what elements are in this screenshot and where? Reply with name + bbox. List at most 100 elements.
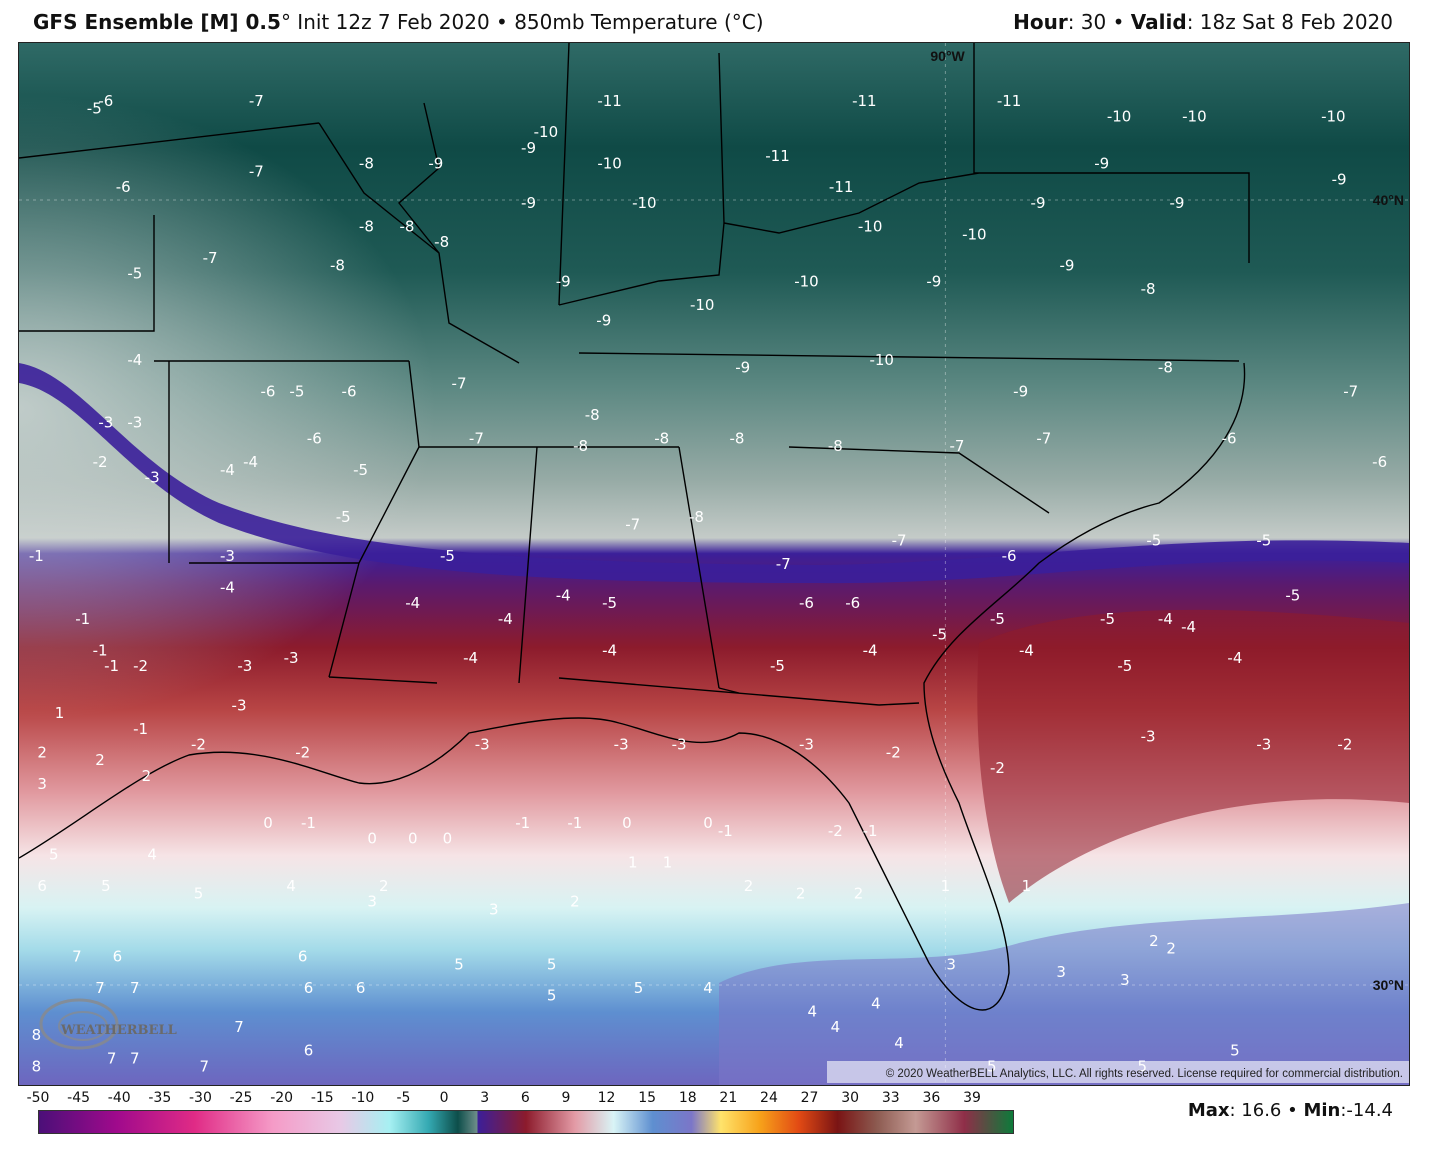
temperature-value: 2 [744, 877, 754, 895]
temperature-value: -9 [1031, 194, 1046, 212]
colorbar-tick-label: 21 [719, 1090, 738, 1106]
temperature-value: -5 [1117, 657, 1132, 675]
temperature-value: 5 [547, 955, 557, 973]
temperature-value: -1 [133, 720, 148, 738]
colorbar-tick-label: 18 [678, 1090, 697, 1106]
colorbar-tick-label: 12 [597, 1090, 616, 1106]
temperature-value: -5 [87, 100, 102, 118]
temperature-value: -8 [1141, 280, 1156, 298]
temperature-value: 2 [796, 885, 806, 903]
logo-swirl [39, 998, 119, 1050]
temperature-value: -7 [469, 429, 484, 447]
colorbar-tick-label: 24 [760, 1090, 778, 1106]
colorbar-tick-label: -25 [229, 1090, 253, 1106]
temperature-value: 0 [622, 814, 632, 832]
degree-symbol: ° [280, 10, 291, 34]
temperature-value: 3 [37, 775, 47, 793]
temperature-value: -8 [330, 257, 345, 275]
temperature-value: -9 [596, 312, 611, 330]
logo-text: WEATHERBELL [60, 1023, 177, 1038]
colorbar-tick-label: -20 [270, 1090, 294, 1106]
temperature-value: 0 [367, 830, 377, 848]
temperature-value: -2 [93, 453, 108, 471]
temperature-value: 5 [194, 885, 204, 903]
temperature-value: -5 [1146, 531, 1161, 549]
temperature-value: -4 [556, 586, 571, 604]
temperature-value: 4 [871, 995, 881, 1013]
temperature-value: -3 [237, 657, 252, 675]
temperature-value: -7 [892, 531, 907, 549]
colorbar-tick-label: -50 [26, 1090, 50, 1106]
colorbar-tick-label: 3 [480, 1090, 490, 1106]
temperature-value: -8 [654, 429, 669, 447]
temperature-value: -11 [829, 178, 854, 196]
max-min-stats: Max: 16.6 • Min:-14.4 [1188, 1100, 1393, 1121]
colorbar-tick-label: 33 [881, 1090, 900, 1106]
temperature-value: -3 [284, 649, 299, 667]
temperature-value: 5 [547, 987, 557, 1005]
temperature-value: 0 [703, 814, 713, 832]
colorbar-tick-label: -15 [310, 1090, 334, 1106]
temperature-value: 2 [37, 743, 47, 761]
temperature-value: -1 [515, 814, 530, 832]
min-label: Min [1303, 1100, 1341, 1121]
temperature-value: -5 [990, 610, 1005, 628]
temperature-value: -1 [75, 610, 90, 628]
temperature-value: 7 [130, 1050, 140, 1068]
valid-value: : 18z Sat 8 Feb 2020 [1186, 10, 1393, 34]
valid-label: Valid [1130, 10, 1187, 34]
temperature-value: -10 [858, 217, 883, 235]
temperature-value: -3 [98, 414, 113, 432]
temperature-value: -2 [133, 657, 148, 675]
temperature-value: -3 [614, 736, 629, 754]
temperature-value: -1 [29, 547, 44, 565]
temperature-value: 5 [634, 979, 644, 997]
temperature-value: -5 [336, 508, 351, 526]
map-header: GFS Ensemble [M] 0.5° Init 12z 7 Feb 202… [0, 0, 1440, 42]
temperature-value: -3 [145, 469, 160, 487]
colorbar-tick-label: 15 [638, 1090, 657, 1106]
temperature-value: 2 [1149, 932, 1159, 950]
temperature-value: -5 [353, 461, 368, 479]
temperature-value: 3 [367, 893, 377, 911]
temperature-value: 8 [32, 1057, 42, 1075]
init-and-field: Init 12z 7 Feb 2020 • 850mb Temperature … [290, 10, 764, 34]
longitude-label: 90°W [930, 48, 965, 64]
temperature-value: -9 [428, 155, 443, 173]
temperature-value: -1 [104, 657, 119, 675]
temperature-value: 8 [32, 1026, 42, 1044]
colorbar-tick-label: 6 [520, 1090, 530, 1106]
temperature-value: -4 [863, 641, 878, 659]
temperature-value: -6 [799, 594, 814, 612]
temperature-value: -6 [116, 178, 131, 196]
temperature-value: 3 [489, 900, 499, 918]
temperature-value: -10 [869, 351, 894, 369]
temperature-value: -4 [243, 453, 258, 471]
temperature-value: -4 [1181, 618, 1196, 636]
temperature-value: -3 [127, 414, 142, 432]
temperature-value: -9 [926, 272, 941, 290]
temperature-value: -4 [1227, 649, 1242, 667]
max-label: Max [1187, 1100, 1230, 1121]
temperature-value: 7 [95, 979, 105, 997]
temperature-value: 0 [408, 830, 418, 848]
temperature-value: -7 [1343, 382, 1358, 400]
temperature-value: -2 [828, 822, 843, 840]
temperature-value: 6 [298, 947, 308, 965]
temperature-value: -11 [997, 92, 1022, 110]
temperature-value: -3 [1141, 728, 1156, 746]
temperature-value: -5 [289, 382, 304, 400]
temperature-value: 4 [286, 877, 296, 895]
temperature-value: -10 [632, 194, 657, 212]
bahamas-blue-area [719, 903, 1409, 1085]
temperature-value: -7 [776, 555, 791, 573]
atlantic-warm-tongue [977, 609, 1409, 903]
hour-value: : 30 • [1067, 10, 1131, 34]
temperature-value: -3 [220, 547, 235, 565]
temperature-value: 0 [263, 814, 273, 832]
temperature-value: -2 [886, 743, 901, 761]
temperature-value: 7 [234, 1018, 244, 1036]
temperature-value: -9 [556, 272, 571, 290]
temperature-value: -3 [475, 736, 490, 754]
temperature-value: -1 [863, 822, 878, 840]
